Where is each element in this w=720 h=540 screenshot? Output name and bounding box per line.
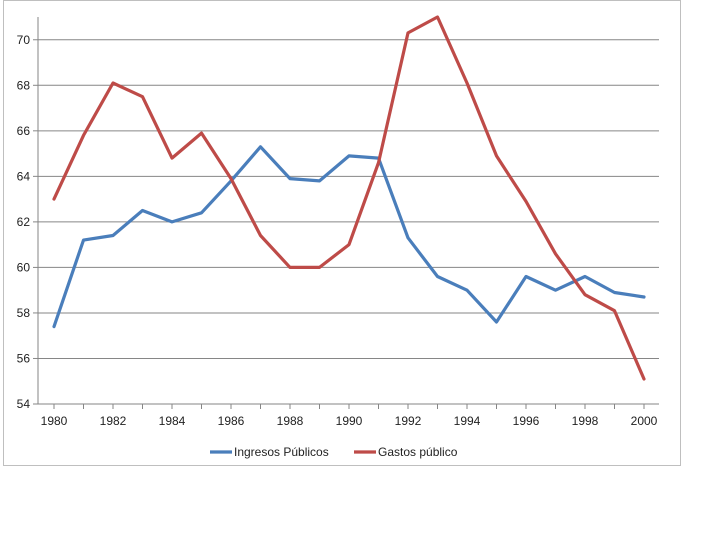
y-tick-labels: 54 56 58 60 62 64 66 68 70 (17, 33, 31, 411)
grid-lines (38, 39, 659, 359)
legend-label-1: Gastos público (378, 445, 458, 459)
x-tick-label: 1980 (41, 414, 68, 428)
y-tick-label: 66 (17, 124, 31, 138)
series-line-0 (52, 145, 646, 329)
x-tick-label: 1982 (100, 414, 127, 428)
y-tick-label: 56 (17, 351, 31, 365)
x-tick-label: 2000 (631, 414, 658, 428)
y-tick-label: 58 (17, 306, 31, 320)
y-tick-label: 60 (17, 260, 31, 274)
x-tick-label: 1988 (277, 414, 304, 428)
y-tick-label: 70 (17, 33, 31, 47)
y-tick-label: 64 (17, 169, 31, 183)
y-tick-label: 62 (17, 215, 31, 229)
x-tick-label: 1992 (395, 414, 422, 428)
y-tick-label: 68 (17, 78, 31, 92)
x-tick-label: 1984 (159, 414, 186, 428)
legend: Ingresos Públicos Gastos público (210, 445, 458, 459)
y-tick-label: 54 (17, 397, 31, 411)
chart-frame: 54 56 58 60 62 64 66 68 70 1980 1982 1984 1986 1988 1… (3, 0, 681, 466)
x-tick-labels: 1980 1982 1984 1986 1988 1990 1992 1994 1996 1998… (41, 414, 658, 428)
series-line-1 (52, 15, 646, 381)
x-tick-label: 1998 (572, 414, 599, 428)
axes (33, 17, 659, 409)
x-tick-label: 1996 (513, 414, 540, 428)
x-tick-label: 1994 (454, 414, 481, 428)
x-tick-label: 1986 (218, 414, 245, 428)
x-tick-label: 1990 (336, 414, 363, 428)
legend-label-0: Ingresos Públicos (234, 445, 329, 459)
series-lines (52, 15, 646, 381)
